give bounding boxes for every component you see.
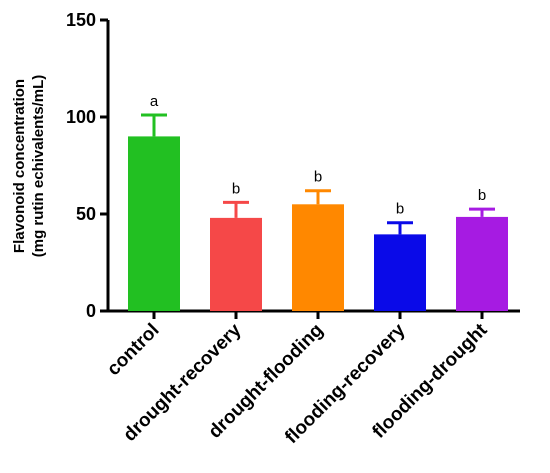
significance-label: b [314, 169, 322, 186]
bar-flooding-drought [456, 216, 508, 311]
y-tick-label: 50 [76, 204, 96, 224]
y-tick-label: 150 [66, 10, 96, 30]
y-tick-label: 0 [86, 301, 96, 321]
bar-drought-flooding [292, 204, 344, 311]
significance-label: b [232, 180, 240, 197]
y-tick-label: 100 [66, 107, 96, 127]
significance-label: a [150, 93, 159, 110]
bars: a b b b b [128, 93, 508, 311]
bar-flooding-recovery [374, 234, 426, 311]
bar-control [128, 136, 180, 311]
significance-label: b [396, 201, 404, 218]
x-axis-ticks: controldrought-recoverydrought-floodingf… [103, 311, 492, 448]
y-axis-label-line2: (mg rutin echivalents/mL) [30, 75, 47, 258]
y-axis-label: Flavonoid concentration (mg rutin echiva… [11, 75, 47, 258]
y-axis-label-line1: Flavonoid concentration [11, 79, 28, 253]
significance-label: b [478, 187, 486, 204]
y-axis-ticks: 0 50 100 150 [66, 10, 108, 321]
x-tick-label: control [103, 320, 163, 380]
bar-drought-recovery [210, 217, 262, 311]
